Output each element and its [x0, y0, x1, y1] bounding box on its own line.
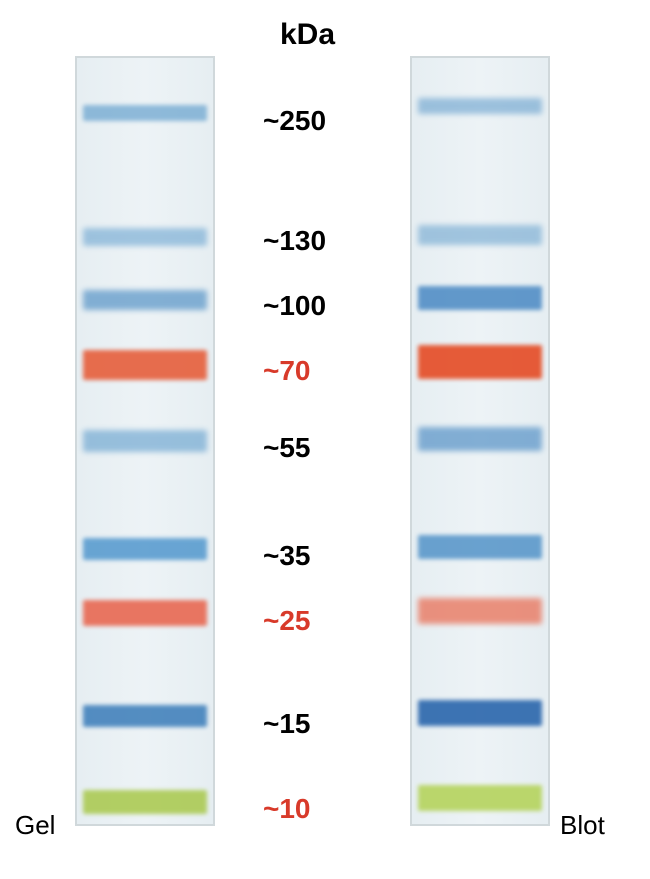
protein-band: [418, 345, 542, 379]
weight-label: ~55: [263, 432, 311, 464]
weight-label: ~100: [263, 290, 326, 322]
protein-band: [83, 705, 207, 727]
protein-band: [83, 228, 207, 246]
protein-band: [418, 535, 542, 559]
protein-band: [83, 105, 207, 121]
protein-band: [418, 700, 542, 726]
protein-band: [83, 350, 207, 380]
protein-band: [418, 225, 542, 245]
protein-band: [418, 98, 542, 114]
protein-band: [418, 785, 542, 811]
weight-label: ~10: [263, 793, 311, 825]
weight-label: ~25: [263, 605, 311, 637]
weight-label: ~70: [263, 355, 311, 387]
protein-band: [83, 290, 207, 310]
weight-label: ~35: [263, 540, 311, 572]
protein-band: [83, 600, 207, 626]
protein-band: [83, 790, 207, 814]
protein-ladder-diagram: kDa ~250 ~130 ~100 ~70 ~55 ~35 ~25 ~15 ~10 Gel B…: [0, 0, 650, 879]
protein-band: [83, 430, 207, 452]
gel-lane-label: Gel: [15, 810, 55, 841]
header-kda: kDa: [280, 18, 335, 52]
weight-label: ~250: [263, 105, 326, 137]
protein-band: [418, 598, 542, 624]
protein-band: [83, 538, 207, 560]
weight-label: ~130: [263, 225, 326, 257]
protein-band: [418, 286, 542, 310]
blot-lane-label: Blot: [560, 810, 605, 841]
protein-band: [418, 427, 542, 451]
weight-label: ~15: [263, 708, 311, 740]
